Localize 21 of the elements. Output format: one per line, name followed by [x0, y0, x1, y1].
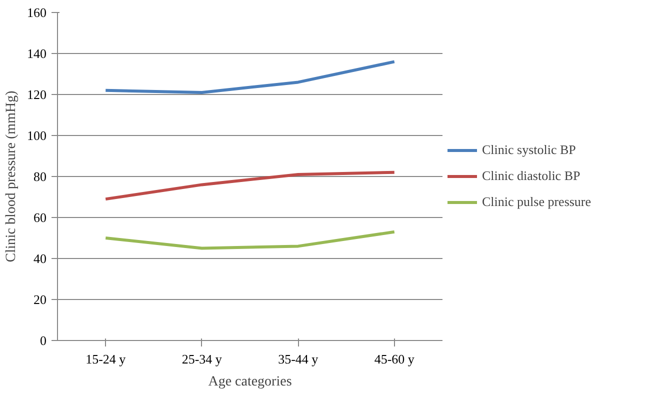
x-tick-label: 35-44 y [278, 352, 319, 366]
y-tick-label: 160 [27, 5, 46, 20]
y-tick-label: 120 [27, 87, 46, 102]
y-axis-title: Clinic blood pressure (mmHg) [4, 90, 19, 262]
y-tick-label: 60 [34, 210, 46, 225]
y-tick-label: 80 [34, 169, 46, 184]
y-tick-label: 140 [27, 46, 46, 61]
legend-label: Clinic diastolic BP [482, 168, 580, 184]
y-tick-label: 20 [34, 292, 46, 307]
x-axis-title: Age categories [208, 374, 292, 390]
x-tick-label: 15-24 y [86, 352, 126, 366]
y-tick-label: 100 [27, 128, 46, 143]
line-series [104, 60, 396, 94]
x-tick-label: 25-34 y [182, 352, 222, 366]
y-tick-label: 40 [34, 251, 46, 266]
legend-label: Clinic pulse pressure [482, 194, 592, 210]
y-tick-label: 0 [40, 333, 46, 348]
legend-label: Clinic systolic BP [482, 142, 576, 158]
line-series [104, 230, 396, 250]
line-series [104, 170, 396, 201]
x-tick-label: 45-60 y [374, 352, 415, 366]
